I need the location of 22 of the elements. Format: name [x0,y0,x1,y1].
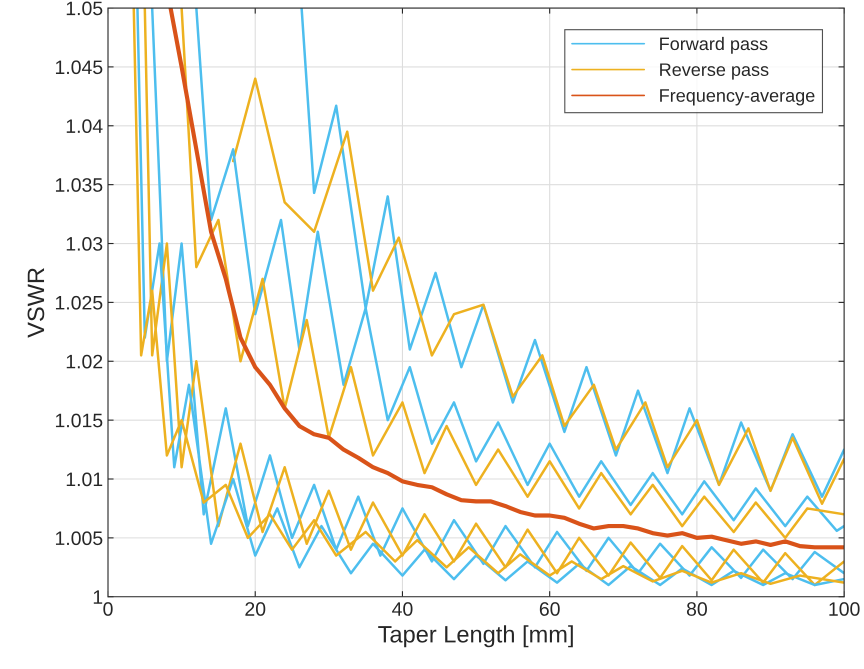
y-tick-label: 1.04 [66,119,103,134]
x-tick-label: 100 [829,602,860,616]
y-tick-label: 1.035 [56,178,102,192]
legend-label: Forward pass [660,36,768,54]
x-tick-label: 20 [245,602,266,616]
y-tick-label: 1.045 [56,60,102,74]
x-tick-label: 60 [540,602,560,616]
x-tick-label: 0 [103,602,113,616]
y-tick-label: 1.025 [56,296,102,310]
legend-label: Reverse pass [660,63,768,80]
legend-label: Frequency-average [660,89,814,106]
y-tick-label: 1.03 [66,236,102,251]
x-tick-label: 40 [392,602,413,616]
y-tick-label: 1.02 [66,354,102,368]
y-tick-label: 1.05 [66,1,102,16]
y-tick-label: 1 [94,590,102,604]
y-tick-label: 1.01 [66,472,102,486]
y-tick-label: 1.015 [56,414,102,428]
x-tick-label: 80 [686,602,707,616]
y-tick-label: 1.005 [56,531,102,546]
y-axis-title: VSWR [28,268,44,338]
x-axis-title: Taper Length [mm] [378,625,573,648]
